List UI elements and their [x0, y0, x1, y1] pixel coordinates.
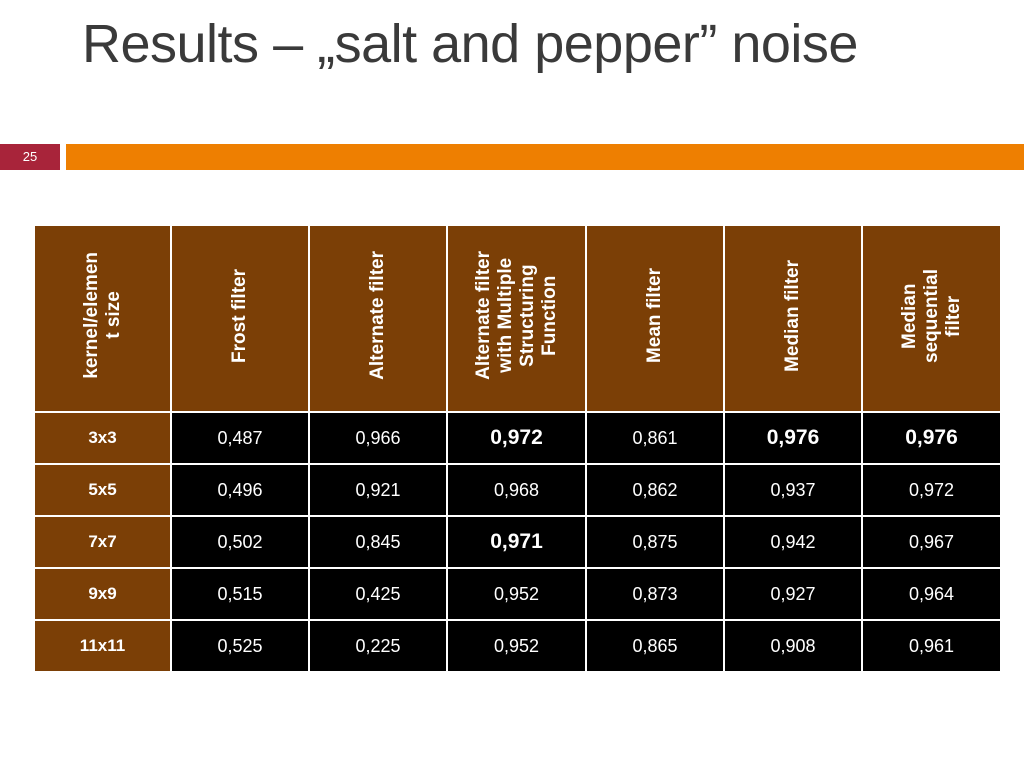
slide-number: 25	[0, 144, 60, 170]
table-header: kernel/elemen t size Frost filter Altern…	[33, 224, 1002, 413]
table-cell: 0,964	[861, 567, 1002, 621]
table-cell: 0,862	[585, 463, 725, 517]
table-cell: 0,967	[861, 515, 1002, 569]
table-cell: 0,225	[308, 619, 448, 673]
table-cell: 0,515	[170, 567, 310, 621]
table-cell: 0,845	[308, 515, 448, 569]
table-cell: 0,968	[446, 463, 587, 517]
table-cell: 0,496	[170, 463, 310, 517]
table-cell: 0,961	[861, 619, 1002, 673]
table-cell-best: 0,976	[723, 411, 863, 465]
row-label: 7x7	[33, 515, 172, 569]
row-label: 11x11	[33, 619, 172, 673]
row-label: 5x5	[33, 463, 172, 517]
table-body: 3x3 0,487 0,966 0,972 0,861 0,976 0,976 …	[33, 411, 1002, 673]
header-median-sequential-filter: Median sequential filter	[861, 224, 1002, 413]
table-cell-best: 0,976	[861, 411, 1002, 465]
table-row: 9x9 0,515 0,425 0,952 0,873 0,927 0,964	[33, 567, 1002, 621]
row-label: 3x3	[33, 411, 172, 465]
header-median-filter: Median filter	[723, 224, 863, 413]
table-cell: 0,966	[308, 411, 448, 465]
header-mean-filter-label: Mean filter	[644, 267, 665, 364]
table-row: 11x11 0,525 0,225 0,952 0,865 0,908 0,96…	[33, 619, 1002, 673]
table-cell: 0,502	[170, 515, 310, 569]
table-cell: 0,908	[723, 619, 863, 673]
table-cell: 0,937	[723, 463, 863, 517]
table-row: 7x7 0,502 0,845 0,971 0,875 0,942 0,967	[33, 515, 1002, 569]
table-cell: 0,952	[446, 619, 587, 673]
header-alternate-filter-msf-label: Alternate filter with Multiple Structuri…	[472, 251, 560, 380]
header-kernel-size: kernel/elemen t size	[33, 224, 172, 413]
table-row: 3x3 0,487 0,966 0,972 0,861 0,976 0,976	[33, 411, 1002, 465]
results-table: kernel/elemen t size Frost filter Altern…	[33, 224, 1002, 673]
slide-title: Results – „salt and pepper” noise	[82, 14, 858, 74]
table-cell-best: 0,972	[446, 411, 587, 465]
header-median-sequential-filter-label: Median sequential filter	[898, 268, 964, 363]
table-cell: 0,972	[861, 463, 1002, 517]
table-cell: 0,525	[170, 619, 310, 673]
table-cell: 0,861	[585, 411, 725, 465]
row-label: 9x9	[33, 567, 172, 621]
header-alternate-filter-label: Alternate filter	[367, 251, 388, 380]
table-cell: 0,927	[723, 567, 863, 621]
accent-bar	[66, 144, 1024, 170]
table-cell: 0,952	[446, 567, 587, 621]
table-cell: 0,865	[585, 619, 725, 673]
table-cell: 0,875	[585, 515, 725, 569]
table-cell: 0,425	[308, 567, 448, 621]
header-median-filter-label: Median filter	[782, 259, 803, 372]
header-frost-filter: Frost filter	[170, 224, 310, 413]
table-cell: 0,487	[170, 411, 310, 465]
header-alternate-filter-msf: Alternate filter with Multiple Structuri…	[446, 224, 587, 413]
header-kernel-size-label: kernel/elemen t size	[80, 252, 124, 379]
header-frost-filter-label: Frost filter	[229, 268, 250, 363]
header-alternate-filter: Alternate filter	[308, 224, 448, 413]
table-cell: 0,873	[585, 567, 725, 621]
header-mean-filter: Mean filter	[585, 224, 725, 413]
table-cell: 0,942	[723, 515, 863, 569]
header-row: kernel/elemen t size Frost filter Altern…	[33, 224, 1002, 413]
table-cell: 0,921	[308, 463, 448, 517]
table-cell-best: 0,971	[446, 515, 587, 569]
table-row: 5x5 0,496 0,921 0,968 0,862 0,937 0,972	[33, 463, 1002, 517]
